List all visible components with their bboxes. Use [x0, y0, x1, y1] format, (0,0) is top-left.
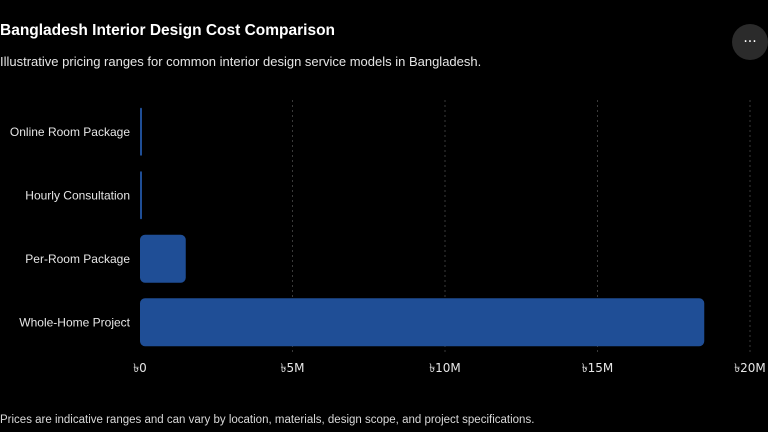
category-label: Hourly Consultation	[25, 188, 130, 202]
x-tick-label: ৳20M	[734, 361, 766, 375]
bar	[140, 234, 186, 283]
x-tick-label: ৳5M	[281, 361, 305, 375]
bar	[140, 298, 705, 347]
chart-bars	[140, 107, 705, 347]
category-label: Online Room Package	[10, 125, 130, 139]
category-label: Whole-Home Project	[19, 315, 130, 329]
x-tick-label: ৳15M	[582, 361, 614, 375]
category-labels: Online Room Package Hourly Consultation Pe…	[10, 125, 131, 330]
x-tick-label: ৳10M	[429, 361, 461, 375]
x-tick-label: ৳0	[133, 361, 147, 375]
category-label: Per-Room Package	[25, 252, 130, 266]
x-axis-ticks: ৳0 ৳5M ৳10M ৳15M ৳20M	[133, 361, 766, 375]
bar-chart: Online Room Package Hourly Consultation Pe…	[10, 100, 766, 375]
footnote: Prices are indicative ranges and can var…	[0, 414, 535, 426]
chart-title: Bangladesh Interior Design Cost Comparis…	[0, 22, 336, 39]
chart-subtitle: Illustrative pricing ranges for common i…	[0, 54, 482, 69]
more-options-button[interactable]: ···	[732, 24, 768, 60]
more-horizontal-icon: ···	[743, 34, 757, 50]
bar	[140, 107, 142, 156]
bar	[140, 171, 142, 220]
